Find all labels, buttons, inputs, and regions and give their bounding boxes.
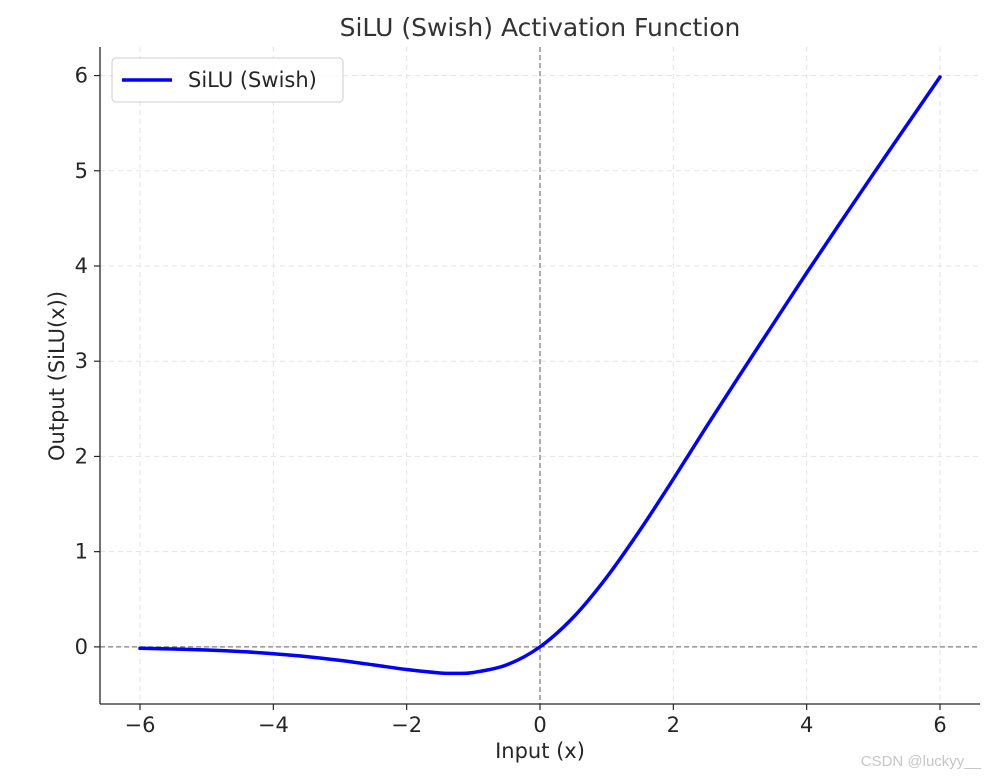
- y-tick-label: 2: [75, 444, 88, 468]
- y-tick-label: 5: [75, 159, 88, 183]
- x-tick-label: 0: [533, 713, 546, 737]
- tick-labels: −6 −4 −2 0 2 4 6 0 1 2 3 4 5 6: [75, 64, 947, 737]
- x-tick-label: 4: [800, 713, 813, 737]
- chart-title: SiLU (Swish) Activation Function: [340, 13, 741, 42]
- legend-box: [111, 57, 344, 103]
- y-tick-label: 0: [75, 635, 88, 659]
- x-tick-label: 6: [933, 713, 946, 737]
- series-line-silu: [138, 75, 942, 676]
- x-axis-label: Input (x): [495, 739, 585, 763]
- series: [138, 75, 942, 676]
- y-tick-label: 3: [75, 349, 88, 373]
- watermark: CSDN @luckyy__: [860, 753, 981, 770]
- x-tick-label: 2: [667, 713, 680, 737]
- y-tick-label: 4: [75, 254, 88, 278]
- y-tick-label: 1: [75, 540, 88, 564]
- x-tick-label: −4: [258, 713, 289, 737]
- y-tick-label: 6: [75, 64, 88, 88]
- x-tick-label: −6: [125, 713, 156, 737]
- x-tick-label: −2: [391, 713, 422, 737]
- legend: SiLU (Swish): [111, 57, 344, 103]
- legend-label: SiLU (Swish): [188, 68, 317, 92]
- y-axis-label: Output (SiLU(x)): [45, 291, 69, 461]
- axes: [94, 47, 980, 710]
